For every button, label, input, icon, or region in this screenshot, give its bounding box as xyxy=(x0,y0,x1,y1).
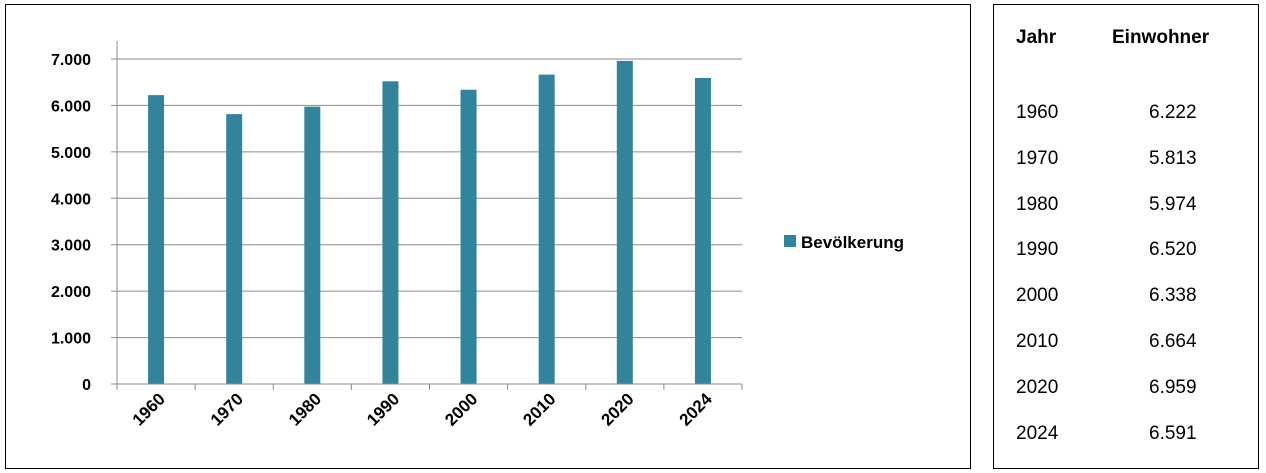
table-cell-year: 1990 xyxy=(1016,239,1059,261)
table-cell-population: 6.222 xyxy=(1149,102,1197,123)
table-cell-year: 2000 xyxy=(1016,285,1059,307)
table-cell-year: 2024 xyxy=(1016,422,1059,444)
legend-label: Bevölkerung xyxy=(801,233,904,252)
table-cell-population: 6.338 xyxy=(1149,285,1197,307)
bar xyxy=(226,114,243,384)
table-cell-population: 6.591 xyxy=(1149,422,1197,444)
y-tick-label: 0 xyxy=(82,377,91,394)
bar xyxy=(616,60,633,385)
x-tick-label: 1990 xyxy=(363,389,403,429)
y-tick-label: 6.000 xyxy=(51,98,91,115)
table-cell-population: 6.959 xyxy=(1149,376,1197,398)
y-tick-label: 3.000 xyxy=(51,238,91,255)
bar xyxy=(538,74,555,384)
y-tick-label: 2.000 xyxy=(51,284,91,301)
gridlines xyxy=(117,58,742,339)
axes xyxy=(111,41,743,390)
bar xyxy=(460,89,477,384)
table-header-population: Einwohner xyxy=(1112,27,1210,48)
chart-container: 0 1.000 2.000 3.000 4.000 5.000 6.000 7.000 1960… xyxy=(5,4,971,469)
x-tick-label: 2020 xyxy=(597,389,637,429)
table-cell-year: 2010 xyxy=(1016,331,1059,352)
population-table: Jahr Einwohner 1960 6.222 1970 5.813 1980 5.9… xyxy=(993,4,1259,469)
x-tick-label: 2024 xyxy=(676,389,717,430)
table-cell-year: 1970 xyxy=(1016,147,1059,169)
x-tick-label: 1980 xyxy=(285,389,325,429)
x-tick-label: 1960 xyxy=(129,389,169,429)
y-tick-label: 5.000 xyxy=(51,145,91,162)
table-cell-year: 1960 xyxy=(1016,102,1059,123)
table-header-year: Jahr xyxy=(1016,27,1057,48)
legend: Bevölkerung xyxy=(784,233,904,252)
table-cell-population: 6.664 xyxy=(1149,331,1197,352)
legend-swatch xyxy=(784,235,796,247)
y-tick-label: 1.000 xyxy=(51,331,91,348)
y-tick-label: 4.000 xyxy=(51,191,91,208)
bars xyxy=(148,60,711,385)
x-tick-label: 2000 xyxy=(441,389,481,429)
bar xyxy=(304,106,321,384)
table-cell-population: 6.520 xyxy=(1149,239,1197,261)
bar-chart: 0 1.000 2.000 3.000 4.000 5.000 6.000 7.000 1960… xyxy=(51,41,904,430)
table-cell-year: 1980 xyxy=(1016,193,1059,215)
y-tick-label: 7.000 xyxy=(51,52,91,69)
table-cell-population: 5.974 xyxy=(1149,193,1197,215)
bar xyxy=(382,81,399,385)
x-tick-label: 1970 xyxy=(207,389,247,429)
bar xyxy=(148,95,165,384)
x-tick-label: 2010 xyxy=(519,389,559,429)
table-cell-population: 5.813 xyxy=(1149,147,1197,169)
table-cell-year: 2020 xyxy=(1016,376,1059,398)
bar xyxy=(694,77,711,384)
